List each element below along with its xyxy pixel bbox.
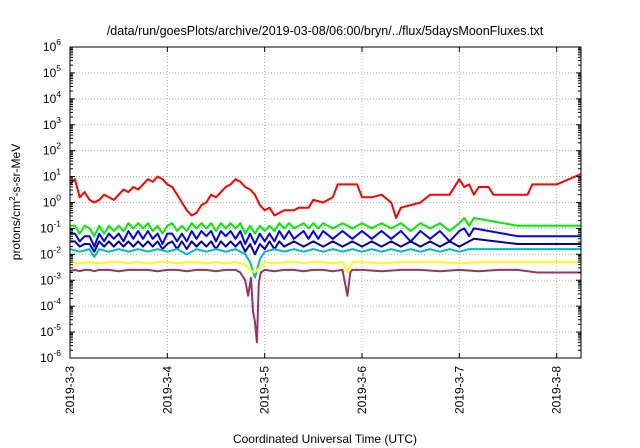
x-tick-label: 2019-3-4 [160,366,174,414]
series-line-7 [69,268,581,344]
axis-ticks [69,46,581,359]
y-tick-label: 103 [43,115,61,132]
y-tick-exponent: -4 [53,296,61,306]
series-line-4 [70,237,581,256]
y-tick-base: 10 [40,247,54,261]
y-tick-exponent: 3 [56,115,61,125]
y-tick-label: 102 [43,141,61,158]
y-tick-base: 10 [43,144,57,158]
series-layer [69,173,582,344]
y-tick-exponent: -2 [53,244,61,254]
y-tick-label: 104 [43,89,61,106]
y-tick-label: 106 [43,37,61,54]
y-axis-label-post: -s-sr-MeV [9,144,23,197]
y-tick-labels: 10610510410310210110010-110-210-310-410-… [40,37,61,365]
y-tick-exponent: -6 [53,348,61,358]
y-tick-label: 10-1 [40,218,61,235]
series-line-5 [69,248,581,279]
y-tick-exponent: 6 [56,37,61,47]
x-tick-label: 2019-3-8 [550,366,564,414]
grid [70,47,581,358]
y-tick-base: 10 [43,40,57,54]
x-tick-label: 2019-3-6 [355,366,369,414]
x-tick-label: 2019-3-5 [258,366,272,414]
x-tick-label: 2019-3-3 [63,366,77,414]
y-tick-base: 10 [43,66,57,80]
y-tick-exponent: 0 [56,193,61,203]
y-tick-exponent: 5 [56,63,61,73]
y-tick-label: 10-3 [40,270,61,287]
y-tick-base: 10 [40,299,54,313]
y-tick-exponent: 2 [56,141,61,151]
y-tick-base: 10 [40,325,54,339]
y-tick-label: 10-2 [40,244,61,261]
y-axis-label-pre: protons/cm [9,201,23,260]
chart-title: /data/run/goesPlots/archive/2019-03-08/0… [107,24,544,38]
series-line-6 [69,261,581,274]
x-tick-label: 2019-3-7 [452,366,466,414]
y-axis-label: protons/cm2-s-sr-MeV [8,144,23,260]
y-tick-exponent: 1 [56,167,61,177]
x-axis-label: Coordinated Universal Time (UTC) [233,432,417,446]
y-tick-label: 105 [43,63,61,80]
x-tick-labels: 2019-3-3 2019-3-4 2019-3-5 2019-3-6 2019-3-7… [63,366,564,414]
y-tick-exponent: -3 [53,270,61,280]
y-tick-base: 10 [40,273,54,287]
y-tick-exponent: -1 [53,218,61,228]
y-tick-base: 10 [43,118,57,132]
y-tick-label: 100 [43,193,61,210]
y-tick-base: 10 [43,170,57,184]
y-tick-label: 10-4 [40,296,61,313]
y-tick-label: 10-5 [40,322,61,339]
y-tick-exponent: -5 [53,322,61,332]
y-axis-label-sup: 2 [8,196,17,201]
y-tick-base: 10 [43,92,57,106]
y-tick-base: 10 [43,196,57,210]
y-tick-label: 10-6 [40,348,61,365]
y-tick-label: 101 [43,167,61,184]
y-tick-base: 10 [40,351,54,365]
series-line-3 [70,227,581,248]
y-tick-exponent: 4 [56,89,61,99]
y-tick-base: 10 [40,221,54,235]
series-line-2 [70,217,581,238]
series-line-1 [69,173,582,219]
